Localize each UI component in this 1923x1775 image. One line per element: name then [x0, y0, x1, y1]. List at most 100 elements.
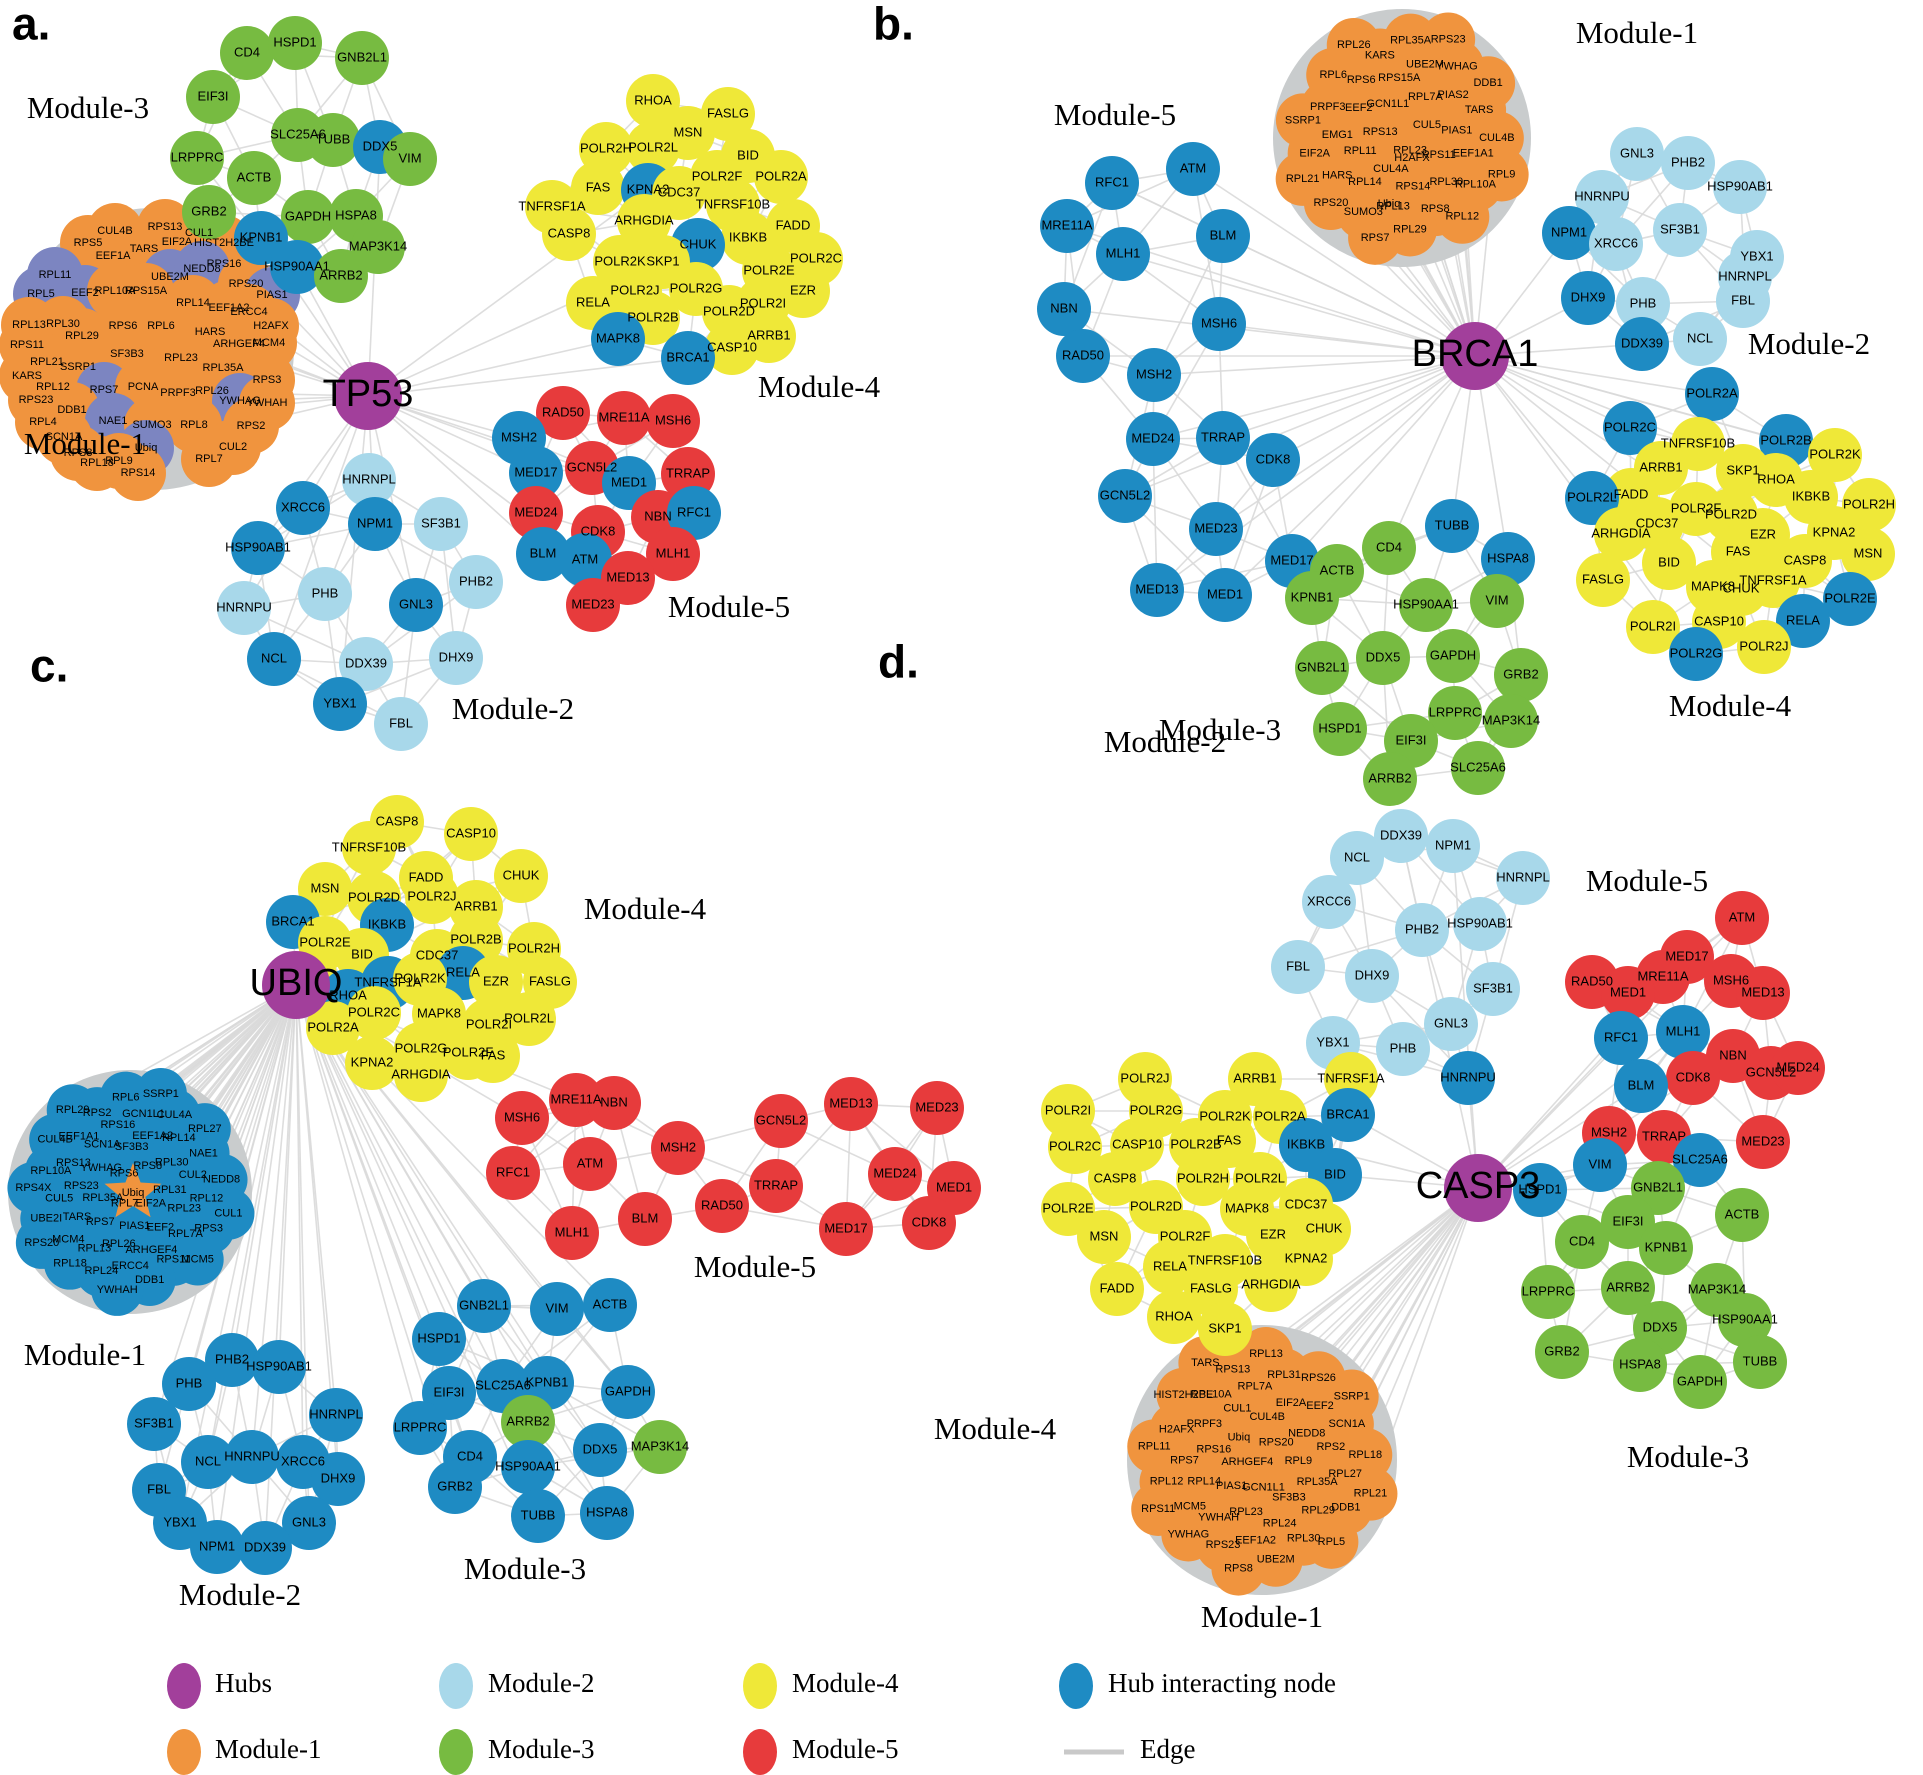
- legend-swatch-m5: [743, 1729, 777, 1775]
- node-DDX39: [339, 637, 393, 691]
- node-MAP3K14: [1484, 694, 1538, 748]
- module-title: Module-4: [934, 1411, 1057, 1446]
- node-PHB: [298, 567, 352, 621]
- node-RHOA: [1147, 1290, 1201, 1344]
- node-HSP90AA1: [501, 1440, 555, 1494]
- node-DDX39: [238, 1521, 292, 1575]
- node-HNRNPU: [217, 581, 271, 635]
- node-LRPPRC: [1521, 1265, 1575, 1319]
- node-POLR2C: [347, 986, 401, 1040]
- node-RPL18: [69, 435, 125, 491]
- node-POLR2I: [1626, 600, 1680, 654]
- node-CD4: [1555, 1215, 1609, 1269]
- module-title: Module-3: [464, 1551, 586, 1586]
- module-title: Module-5: [694, 1249, 816, 1284]
- node-CASP8: [542, 207, 596, 261]
- node-SSRP1: [134, 1067, 187, 1120]
- node-NCL: [181, 1435, 235, 1489]
- node-RPL12: [1435, 189, 1490, 244]
- node-FBL: [1271, 940, 1325, 994]
- node-TUBB: [306, 113, 360, 167]
- node-RPS23: [1421, 12, 1476, 67]
- module-title: Module-4: [758, 369, 881, 404]
- node-GNL3: [389, 578, 443, 632]
- node-PHB2: [1661, 136, 1715, 190]
- node-XRCC6: [1302, 875, 1356, 929]
- module-title: Module-5: [1054, 97, 1176, 132]
- node-FAS: [571, 161, 625, 215]
- node-POLR2A: [754, 150, 808, 204]
- node-CASP8: [1088, 1152, 1142, 1206]
- node-DDB1: [1461, 56, 1516, 111]
- node-CUL1: [202, 1187, 255, 1240]
- node-GRB2: [1535, 1325, 1589, 1379]
- node-XRCC6: [276, 481, 330, 535]
- module-title: Module-1: [1576, 15, 1698, 50]
- node-MSH6: [1192, 297, 1246, 351]
- node-FASLG: [701, 87, 755, 141]
- node-RPL26: [1326, 17, 1381, 72]
- node-HSP90AB1: [231, 521, 285, 575]
- legend-swatch-m4: [743, 1663, 777, 1709]
- node-GAPDH: [1426, 629, 1480, 683]
- node-BRCA1: [661, 331, 715, 385]
- node-ATM: [1715, 891, 1769, 945]
- node-MED17: [509, 446, 563, 500]
- panel-letter: a.: [12, 0, 50, 50]
- module-title: Module-3: [1627, 1439, 1749, 1474]
- hub-node-UBIQ: [262, 951, 330, 1019]
- node-BLM: [1196, 209, 1250, 263]
- node-GNB2L1: [335, 31, 389, 85]
- node-RFC1: [1594, 1011, 1648, 1065]
- node-POLR2J: [1737, 620, 1791, 674]
- node-TUBB: [511, 1489, 565, 1543]
- node-MSH2: [651, 1121, 705, 1175]
- node-MLH1: [1656, 1005, 1710, 1059]
- node-MRE11A: [1040, 199, 1094, 253]
- legend-swatch-m2: [439, 1663, 473, 1709]
- node-ARHGDIA: [1244, 1258, 1298, 1312]
- node-MAPK8: [591, 312, 645, 366]
- node-RPS20: [15, 1216, 68, 1269]
- node-MED24: [1771, 1041, 1825, 1095]
- node-KPNB1: [234, 211, 288, 265]
- node-GAPDH: [281, 190, 335, 244]
- node-PHB2: [1395, 903, 1449, 957]
- node-RAD50: [536, 386, 590, 440]
- node-MED13: [1130, 563, 1184, 617]
- node-ARHGDIA: [394, 1048, 448, 1102]
- node-MED17: [819, 1202, 873, 1256]
- panel-letter: d.: [878, 636, 919, 688]
- node-RPL5: [1304, 1514, 1359, 1569]
- node-HSP90AA1: [1399, 578, 1453, 632]
- node-NPM1: [190, 1520, 244, 1574]
- node-RPL13: [1239, 1327, 1294, 1382]
- node-ARRB2: [501, 1395, 555, 1449]
- legend-swatch-m1: [167, 1729, 201, 1775]
- node-HSP90AB1: [1713, 160, 1767, 214]
- legend-label: Hubs: [215, 1668, 272, 1698]
- node-CHUK: [494, 849, 548, 903]
- node-HSPD1: [1513, 1163, 1567, 1217]
- legend-label: Module-5: [792, 1734, 898, 1764]
- node-GAPDH: [1673, 1355, 1727, 1409]
- node-ACTB: [1715, 1188, 1769, 1242]
- node-CUL2: [205, 419, 261, 475]
- node-GNB2L1: [1295, 641, 1349, 695]
- module-title: Module-3: [1159, 712, 1281, 747]
- node-MED23: [566, 578, 620, 632]
- module-title: Module-4: [1669, 688, 1792, 723]
- node-LRPPRC: [1428, 686, 1482, 740]
- node-BID: [1642, 536, 1696, 590]
- node-TRRAP: [1196, 411, 1250, 465]
- node-HSPA8: [580, 1486, 634, 1540]
- node-HSPD1: [1313, 702, 1367, 756]
- node-POLR2L: [502, 992, 556, 1046]
- module-title: Module-5: [1586, 863, 1708, 898]
- node-DHX9: [1345, 949, 1399, 1003]
- hub-node-CASP3: [1444, 1154, 1512, 1222]
- node-GRB2: [182, 185, 236, 239]
- node-CASP10: [705, 321, 759, 375]
- node-CASP10: [444, 807, 498, 861]
